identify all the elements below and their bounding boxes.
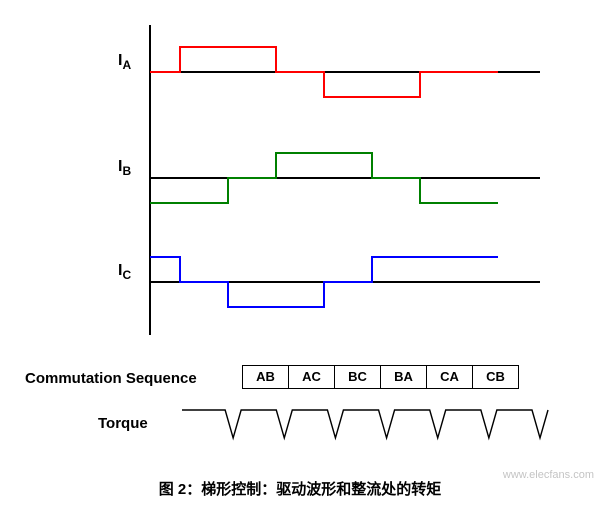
commutation-table: ABACBCBACACB bbox=[242, 365, 519, 389]
figure-caption: 图 2：梯形控制：驱动波形和整流处的转矩 bbox=[0, 478, 600, 499]
waveform-label-ia: IA bbox=[118, 52, 131, 72]
commutation-cell: AC bbox=[288, 365, 335, 389]
commutation-cell: BA bbox=[380, 365, 427, 389]
plot-svg bbox=[0, 0, 600, 460]
waveform-label-ib: IB bbox=[118, 158, 131, 178]
commutation-cell: CB bbox=[472, 365, 519, 389]
commutation-label: Commutation Sequence bbox=[25, 370, 197, 387]
waveform-label-ic: IC bbox=[118, 262, 131, 282]
commutation-cell: AB bbox=[242, 365, 289, 389]
torque-ripple bbox=[182, 410, 548, 438]
figure-canvas: IA IB IC Commutation Sequence ABACBCBACA… bbox=[0, 0, 600, 517]
watermark: www.elecfans.com bbox=[503, 469, 594, 481]
commutation-cell: CA bbox=[426, 365, 473, 389]
commutation-cell: BC bbox=[334, 365, 381, 389]
torque-label: Torque bbox=[98, 415, 148, 432]
